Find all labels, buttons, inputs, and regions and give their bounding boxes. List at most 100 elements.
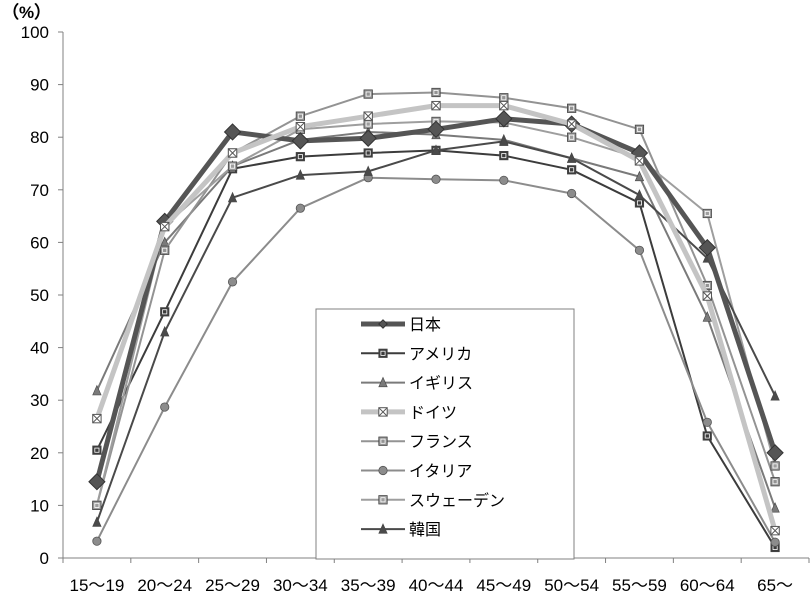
marker-detail bbox=[365, 121, 371, 127]
y-tick-label: 80 bbox=[30, 128, 49, 147]
data-point-marker bbox=[378, 348, 388, 358]
data-point-marker bbox=[227, 277, 238, 287]
data-point-marker bbox=[766, 444, 784, 462]
data-point-marker bbox=[92, 516, 102, 527]
legend-label: スウェーデン bbox=[409, 491, 505, 510]
data-point-marker bbox=[634, 170, 645, 182]
x-tick-label: 65～ bbox=[757, 576, 793, 595]
marker-detail bbox=[297, 154, 303, 160]
series-group bbox=[92, 100, 780, 536]
data-point-marker bbox=[770, 477, 780, 487]
data-point-marker bbox=[634, 245, 645, 255]
data-point-marker bbox=[499, 93, 509, 103]
legend-label: 日本 bbox=[409, 315, 441, 334]
marker-detail bbox=[704, 210, 710, 216]
data-point-marker bbox=[702, 431, 712, 441]
x-tick-label: 45～49 bbox=[476, 576, 531, 595]
series-group bbox=[92, 173, 780, 547]
marker-detail bbox=[162, 247, 168, 253]
marker-detail bbox=[770, 526, 780, 536]
y-tick-label: 90 bbox=[30, 76, 49, 95]
data-point-marker bbox=[92, 536, 102, 546]
data-point-marker bbox=[431, 87, 441, 98]
marker-detail bbox=[499, 101, 509, 111]
data-point-marker bbox=[223, 123, 242, 141]
y-tick-label: 100 bbox=[21, 23, 49, 42]
data-point-marker bbox=[295, 169, 306, 180]
data-point-marker bbox=[499, 175, 509, 185]
data-point-marker bbox=[295, 203, 305, 213]
x-tick-label: 25～29 bbox=[205, 576, 260, 595]
marker-detail bbox=[162, 309, 168, 315]
y-tick-label: 50 bbox=[30, 286, 49, 305]
legend-item: ドイツ bbox=[361, 403, 457, 422]
data-point-marker bbox=[378, 465, 388, 476]
data-point-marker bbox=[702, 311, 712, 322]
y-tick-label: 20 bbox=[30, 444, 49, 463]
legend-label: アメリカ bbox=[409, 344, 472, 363]
data-point-marker bbox=[634, 189, 645, 200]
data-point-marker bbox=[702, 208, 712, 219]
legend-item: イギリス bbox=[361, 374, 473, 393]
marker-detail bbox=[501, 153, 507, 159]
x-tick-label: 20～24 bbox=[137, 576, 192, 595]
x-tick-label: 55～59 bbox=[612, 576, 667, 595]
y-tick-label: 10 bbox=[30, 496, 49, 515]
marker-detail bbox=[634, 156, 645, 166]
legend-item: アメリカ bbox=[361, 344, 472, 363]
marker-detail bbox=[569, 167, 575, 173]
marker-detail bbox=[363, 111, 373, 121]
marker-detail bbox=[569, 134, 575, 140]
marker-detail bbox=[431, 101, 441, 111]
marker-detail bbox=[94, 447, 100, 453]
x-tick-label: 35～39 bbox=[341, 576, 396, 595]
y-axis-unit-label: （%） bbox=[2, 2, 51, 22]
data-point-marker bbox=[499, 151, 509, 161]
marker-detail bbox=[160, 222, 170, 232]
y-tick-label: 0 bbox=[40, 549, 49, 568]
data-point-marker bbox=[378, 319, 388, 329]
data-point-marker bbox=[378, 523, 388, 534]
marker-detail bbox=[230, 163, 236, 169]
marker-detail bbox=[704, 283, 710, 289]
data-point-marker bbox=[359, 129, 377, 147]
marker-detail bbox=[380, 497, 386, 503]
data-point-marker bbox=[431, 174, 441, 184]
data-point-marker bbox=[770, 461, 780, 471]
x-tick-label: 60～64 bbox=[680, 576, 735, 595]
marker-detail bbox=[365, 91, 371, 97]
data-point-marker bbox=[378, 376, 388, 388]
data-point-marker bbox=[495, 110, 513, 128]
marker-detail bbox=[567, 119, 577, 129]
data-point-marker bbox=[227, 191, 238, 203]
data-point-marker bbox=[92, 384, 102, 396]
marker-detail bbox=[227, 148, 238, 158]
x-tick-label: 40～44 bbox=[409, 576, 464, 595]
data-point-marker bbox=[160, 402, 170, 412]
marker-detail bbox=[704, 433, 710, 439]
data-point-marker bbox=[770, 537, 780, 547]
data-point-marker bbox=[160, 325, 170, 337]
data-point-marker bbox=[295, 152, 305, 162]
data-point-marker bbox=[567, 132, 577, 142]
data-point-marker bbox=[431, 144, 441, 155]
series-group bbox=[92, 135, 780, 527]
legend-label: フランス bbox=[409, 432, 473, 451]
marker-detail bbox=[501, 95, 507, 101]
marker-detail bbox=[569, 105, 575, 111]
data-point-marker bbox=[567, 165, 577, 175]
data-point-marker bbox=[291, 132, 310, 150]
data-point-marker bbox=[634, 198, 645, 208]
data-point-marker bbox=[427, 120, 445, 139]
data-point-marker bbox=[363, 119, 373, 129]
data-point-marker bbox=[295, 111, 305, 121]
marker-detail bbox=[92, 414, 102, 424]
y-tick-label: 60 bbox=[30, 233, 49, 252]
y-tick-label: 40 bbox=[30, 339, 49, 358]
marker-detail bbox=[636, 126, 642, 132]
x-tick-label: 15～19 bbox=[69, 576, 124, 595]
data-point-marker bbox=[363, 165, 373, 176]
marker-detail bbox=[380, 438, 386, 444]
